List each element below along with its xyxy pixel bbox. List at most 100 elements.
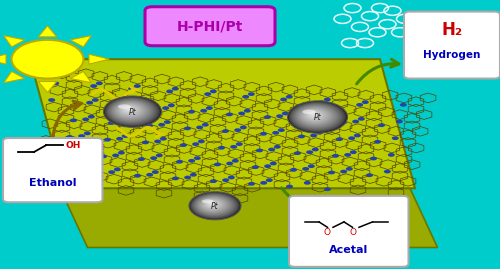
Circle shape: [340, 170, 347, 174]
Circle shape: [74, 151, 81, 155]
Circle shape: [112, 104, 119, 108]
Circle shape: [196, 196, 232, 215]
Circle shape: [222, 178, 229, 182]
Circle shape: [86, 101, 93, 105]
Circle shape: [152, 170, 159, 174]
Circle shape: [192, 142, 199, 146]
Circle shape: [310, 113, 317, 117]
Circle shape: [120, 120, 127, 124]
Circle shape: [378, 123, 385, 127]
Circle shape: [222, 129, 229, 133]
Text: Pt: Pt: [314, 113, 322, 122]
Circle shape: [70, 118, 77, 122]
Circle shape: [206, 106, 213, 110]
Circle shape: [162, 106, 169, 110]
Circle shape: [350, 150, 357, 154]
Circle shape: [191, 193, 238, 218]
Circle shape: [306, 111, 322, 120]
Circle shape: [210, 90, 217, 93]
Circle shape: [88, 115, 95, 119]
Circle shape: [304, 110, 326, 121]
Circle shape: [346, 167, 353, 171]
Circle shape: [188, 110, 195, 114]
Circle shape: [302, 118, 309, 122]
Circle shape: [118, 104, 142, 116]
Circle shape: [176, 160, 183, 164]
Circle shape: [78, 134, 85, 138]
Circle shape: [204, 92, 211, 96]
Circle shape: [324, 98, 331, 101]
Circle shape: [188, 159, 195, 163]
Circle shape: [150, 107, 157, 111]
Circle shape: [205, 200, 220, 208]
Circle shape: [134, 84, 141, 88]
Circle shape: [123, 107, 135, 113]
Circle shape: [106, 97, 159, 126]
FancyBboxPatch shape: [404, 12, 500, 79]
Polygon shape: [0, 54, 6, 64]
Circle shape: [294, 151, 301, 155]
Circle shape: [192, 193, 238, 218]
Polygon shape: [38, 82, 57, 93]
Circle shape: [302, 167, 309, 171]
Circle shape: [108, 99, 155, 124]
Circle shape: [74, 102, 81, 105]
Circle shape: [307, 111, 322, 119]
Circle shape: [280, 98, 287, 101]
Circle shape: [116, 137, 123, 141]
Circle shape: [116, 102, 146, 119]
FancyBboxPatch shape: [145, 7, 275, 46]
Circle shape: [256, 148, 263, 152]
Circle shape: [172, 87, 179, 91]
FancyArrowPatch shape: [282, 188, 324, 211]
Circle shape: [48, 98, 55, 102]
Circle shape: [198, 140, 205, 143]
Circle shape: [318, 100, 325, 104]
Circle shape: [12, 40, 84, 79]
Circle shape: [294, 104, 339, 129]
Circle shape: [164, 120, 171, 124]
Circle shape: [366, 173, 373, 177]
Circle shape: [104, 96, 162, 127]
FancyArrowPatch shape: [52, 101, 82, 138]
Text: O: O: [324, 228, 330, 237]
Circle shape: [264, 115, 271, 119]
Circle shape: [96, 171, 103, 175]
Circle shape: [106, 98, 158, 125]
Circle shape: [324, 187, 331, 191]
Text: OH: OH: [65, 141, 80, 150]
Circle shape: [180, 143, 187, 147]
Circle shape: [316, 131, 323, 135]
Circle shape: [296, 106, 335, 126]
Circle shape: [400, 103, 407, 107]
Circle shape: [311, 114, 316, 116]
Circle shape: [384, 170, 391, 174]
Circle shape: [70, 168, 77, 171]
Circle shape: [122, 134, 129, 138]
Circle shape: [120, 105, 140, 116]
Circle shape: [298, 134, 305, 138]
Circle shape: [124, 107, 134, 112]
Polygon shape: [70, 72, 92, 83]
Circle shape: [112, 154, 119, 157]
Circle shape: [125, 108, 132, 111]
Ellipse shape: [302, 109, 316, 114]
Circle shape: [108, 121, 115, 125]
Circle shape: [206, 201, 218, 208]
Circle shape: [210, 203, 212, 204]
Circle shape: [114, 102, 147, 119]
Circle shape: [198, 197, 228, 213]
Circle shape: [194, 156, 201, 160]
Circle shape: [146, 173, 153, 177]
Circle shape: [288, 101, 348, 133]
Circle shape: [189, 192, 241, 220]
Circle shape: [200, 198, 226, 211]
Circle shape: [184, 126, 191, 130]
Circle shape: [62, 152, 69, 155]
Circle shape: [154, 140, 161, 143]
Circle shape: [200, 197, 226, 212]
Circle shape: [332, 154, 339, 158]
Circle shape: [374, 140, 381, 144]
Circle shape: [172, 176, 179, 180]
Circle shape: [298, 107, 332, 125]
